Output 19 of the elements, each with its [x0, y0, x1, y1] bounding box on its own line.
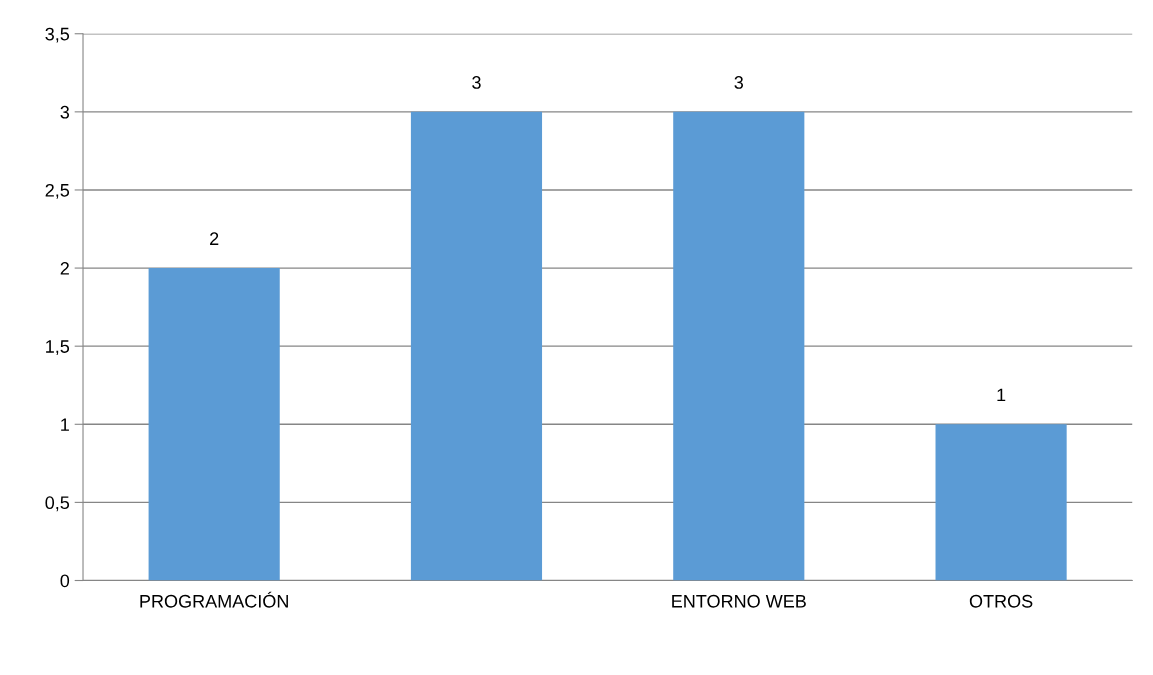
- bar: [673, 111, 805, 581]
- y-tick-label: 3,5: [45, 27, 70, 43]
- y-tick-label: 0,5: [45, 496, 70, 512]
- data-label: 2: [210, 232, 219, 245]
- y-tick-label: 2,5: [45, 183, 70, 199]
- x-tick-label: OTROS: [969, 594, 1033, 608]
- data-label: 3: [734, 76, 744, 89]
- y-tick-label: 2: [60, 262, 69, 275]
- y-tick-label: 3: [60, 105, 70, 119]
- x-tick-label: PROGRAMACIÓN: [140, 591, 288, 608]
- x-tick-label: ENTORNO WEB: [672, 594, 806, 608]
- bar: [935, 424, 1067, 581]
- y-tick-label: 0: [60, 574, 70, 588]
- data-label: 1: [997, 388, 1006, 402]
- y-tick-label: 1: [61, 418, 69, 431]
- bar: [148, 268, 280, 581]
- y-tick-label: 1,5: [46, 340, 70, 356]
- data-label: 3: [472, 76, 481, 89]
- bar: [410, 111, 543, 581]
